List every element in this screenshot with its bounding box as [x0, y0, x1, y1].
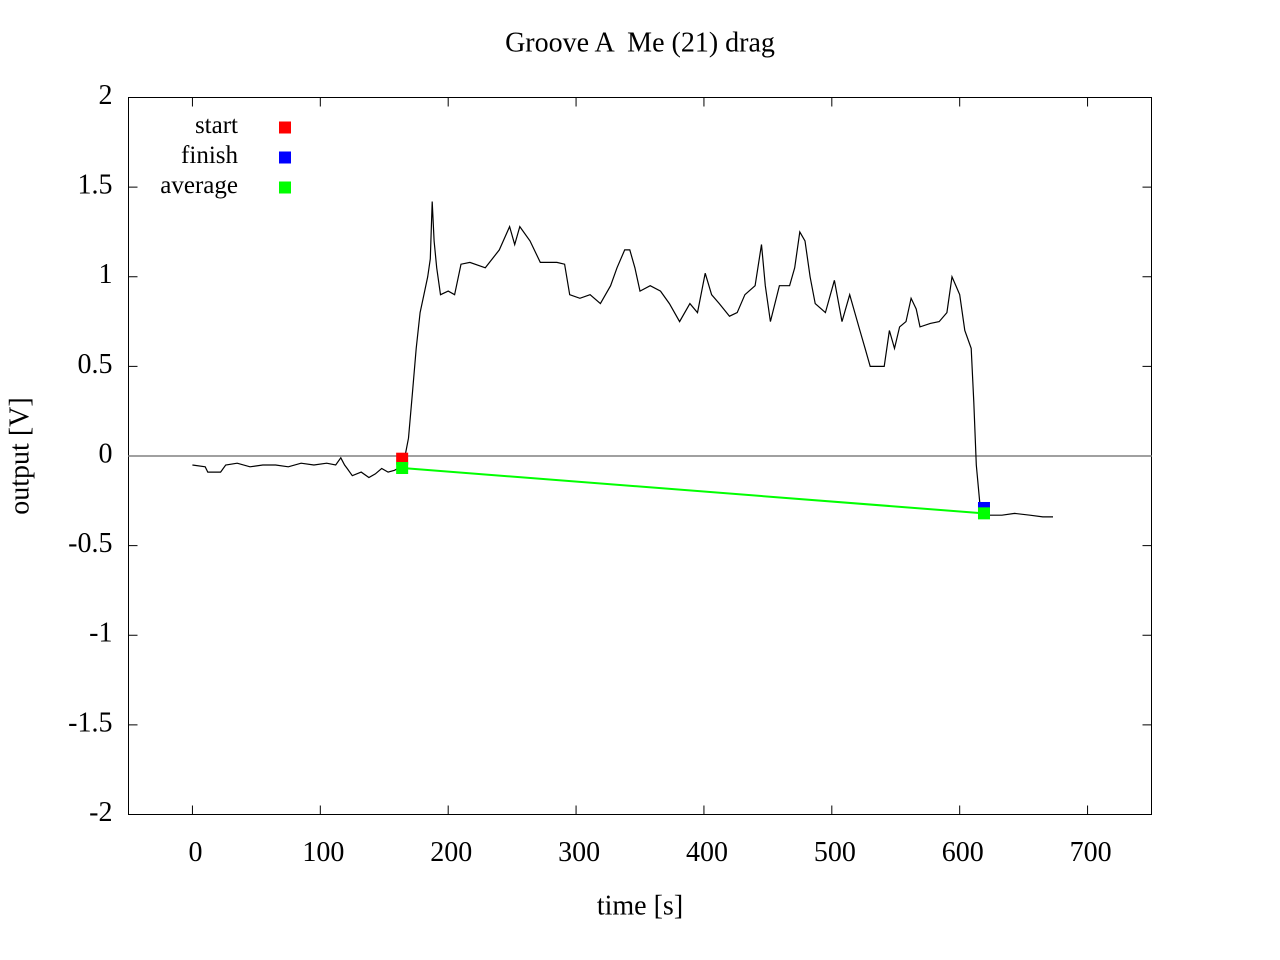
x-tick-label: 300	[558, 837, 600, 868]
y-tick-label: -0.5	[68, 528, 112, 559]
data-point	[396, 452, 409, 465]
y-tick-label: 0	[99, 438, 113, 469]
y-tick-label: -1	[89, 618, 112, 649]
x-tick-label: 700	[1070, 837, 1112, 868]
x-axis-label: time [s]	[597, 890, 683, 921]
data-line	[402, 467, 985, 515]
x-tick-label: 200	[430, 837, 472, 868]
data-point	[977, 507, 990, 520]
y-tick-label: -1.5	[68, 707, 112, 738]
legend-label: finish	[181, 142, 238, 169]
x-tick-label: 0	[188, 837, 202, 868]
chart-title: Groove A Me (21) drag	[505, 27, 775, 58]
x-tick-label: 600	[942, 837, 984, 868]
legend-swatch	[279, 121, 291, 134]
y-tick-label: -2	[89, 797, 112, 828]
x-tick-label: 400	[686, 837, 728, 868]
y-axis-label: output [V]	[4, 397, 35, 514]
legend-label: start	[195, 112, 238, 139]
y-tick-label: 2	[99, 80, 113, 111]
x-tick-label: 100	[302, 837, 344, 868]
legend-swatch	[279, 151, 291, 164]
legend-swatch	[279, 181, 291, 194]
data-point	[396, 462, 409, 475]
y-tick-label: 1.5	[78, 170, 113, 201]
y-tick-label: 0.5	[78, 349, 113, 380]
legend-label: average	[160, 172, 238, 199]
data-line	[192, 201, 1053, 518]
y-tick-label: 1	[99, 259, 113, 290]
x-tick-label: 500	[814, 837, 856, 868]
